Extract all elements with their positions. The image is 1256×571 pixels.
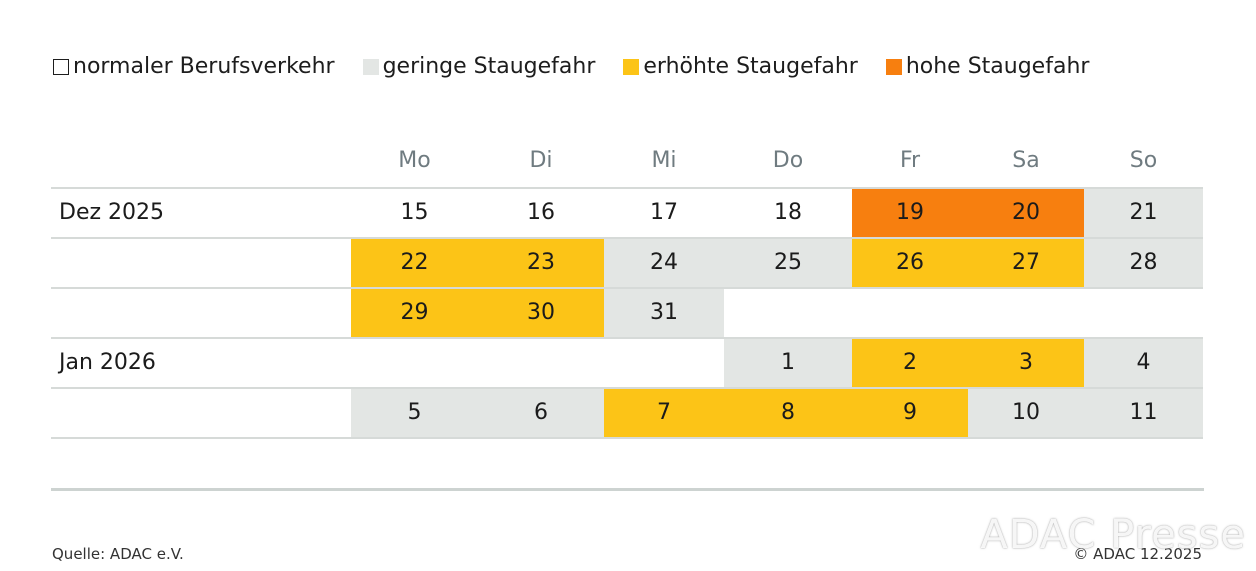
day-cell-30: 30	[478, 289, 604, 337]
day-cell-23: 23	[478, 239, 604, 287]
day-cell-16: 16	[478, 189, 604, 237]
day-cell-25: 25	[724, 239, 852, 287]
day-cell-29: 29	[351, 289, 478, 337]
legend-item-normal: normaler Berufsverkehr	[53, 54, 335, 79]
legend-label-high: hohe Staugefahr	[905, 54, 1090, 79]
calendar-week-row: Dez 2025 15 16 17 18 19 20 21	[51, 189, 1203, 239]
day-cell-2: 2	[852, 339, 968, 387]
legend-label-normal: normaler Berufsverkehr	[73, 54, 335, 79]
source-note: Quelle: ADAC e.V.	[52, 545, 184, 563]
month-label: Dez 2025	[59, 200, 165, 225]
weekday-di: Di	[529, 148, 553, 173]
day-cell-8: 8	[724, 389, 852, 437]
day-cell-20: 20	[968, 189, 1084, 237]
day-cell-7: 7	[604, 389, 724, 437]
weekday-so: So	[1129, 148, 1158, 173]
day-cell-22: 22	[351, 239, 478, 287]
calendar-week-row: 5 6 7 8 9 10 11	[51, 389, 1203, 439]
weekday-fr: Fr	[899, 148, 921, 173]
day-cell-26: 26	[852, 239, 968, 287]
legend-item-high: hohe Staugefahr	[885, 54, 1090, 79]
weekday-mi: Mi	[651, 148, 677, 173]
bottom-divider	[51, 488, 1204, 491]
legend-item-elevated: erhöhte Staugefahr	[623, 54, 858, 79]
weekday-header: Mo Di Mi Do Fr Sa So	[51, 140, 1203, 189]
day-cell-1: 1	[724, 339, 852, 387]
day-cell-9: 9	[852, 389, 968, 437]
legend-swatch-low	[362, 58, 379, 75]
day-cell-17: 17	[604, 189, 724, 237]
day-cell-6: 6	[478, 389, 604, 437]
day-cell-19: 19	[852, 189, 968, 237]
calendar-week-row: 29 30 31	[51, 289, 1203, 339]
day-cell-31: 31	[604, 289, 724, 337]
day-cell-15: 15	[351, 189, 478, 237]
calendar-week-row: 22 23 24 25 26 27 28	[51, 239, 1203, 289]
weekday-sa: Sa	[1012, 148, 1040, 173]
day-cell-5: 5	[351, 389, 478, 437]
day-cell-3: 3	[968, 339, 1084, 387]
day-cell-10: 10	[968, 389, 1084, 437]
day-cell-21: 21	[1084, 189, 1203, 237]
weekday-do: Do	[772, 148, 804, 173]
day-cell-24: 24	[604, 239, 724, 287]
day-cell-28: 28	[1084, 239, 1203, 287]
legend-label-elevated: erhöhte Staugefahr	[643, 54, 858, 79]
traffic-calendar: Mo Di Mi Do Fr Sa So Dez 2025 15 16 17 18 19 20 21 22 23…	[51, 140, 1203, 439]
day-cell-4: 4	[1084, 339, 1203, 387]
copyright-note: © ADAC 12.2025	[1073, 545, 1202, 563]
legend-swatch-high	[885, 58, 902, 75]
weekday-mo: Mo	[398, 148, 431, 173]
legend: normaler Berufsverkehr geringe Staugefah…	[53, 54, 1117, 79]
legend-item-low: geringe Staugefahr	[362, 54, 596, 79]
legend-label-low: geringe Staugefahr	[382, 54, 596, 79]
calendar-week-row: Jan 2026 1 2 3 4	[51, 339, 1203, 389]
day-cell-27: 27	[968, 239, 1084, 287]
month-label: Jan 2026	[59, 350, 156, 375]
legend-swatch-elevated	[623, 58, 640, 75]
day-cell-18: 18	[724, 189, 852, 237]
day-cell-11: 11	[1084, 389, 1203, 437]
legend-swatch-normal	[53, 58, 69, 75]
